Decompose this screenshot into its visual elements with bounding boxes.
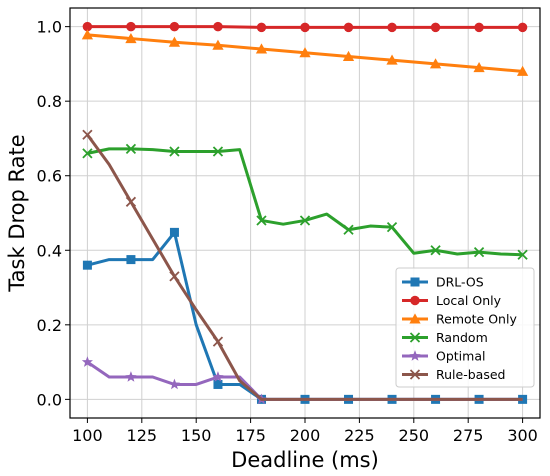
data-point (169, 271, 180, 282)
data-point (517, 249, 528, 260)
data-point (430, 22, 441, 33)
x-axis-title: Deadline (ms) (231, 448, 379, 472)
y-axis-title: Task Drop Rate (5, 134, 29, 292)
legend-item: Local Only (402, 293, 502, 308)
data-point (473, 246, 485, 258)
data-point (212, 146, 224, 157)
y-tick-label: 0.4 (37, 241, 62, 260)
data-point (343, 22, 354, 33)
data-point (126, 21, 136, 32)
series-rule-based (82, 129, 523, 401)
x-tick-label: 275 (453, 426, 484, 445)
grid (70, 8, 540, 418)
legend-item: Rule-based (402, 367, 505, 382)
x-tick-label: 175 (235, 426, 266, 445)
data-point (169, 227, 179, 237)
x-tick-label: 200 (290, 426, 321, 445)
data-point (82, 21, 93, 32)
data-point (169, 21, 180, 32)
data-point (82, 129, 93, 140)
y-tick-label: 0.2 (37, 316, 62, 335)
legend-item: Remote Only (402, 312, 517, 327)
data-point (473, 62, 485, 73)
y-tick-label: 0.0 (37, 390, 62, 409)
legend-swatch-marker (409, 332, 421, 343)
legend-label: Local Only (436, 293, 502, 308)
data-point (213, 21, 223, 32)
data-point (342, 50, 355, 61)
data-point (516, 65, 529, 76)
data-point (256, 215, 267, 226)
ticks: 100 125 150 175 200 225 250 275 300 0.0 0.2 0.4 0.6 0… (37, 18, 538, 445)
legend-label: Random (436, 330, 488, 345)
legend-item: Random (402, 330, 488, 345)
data-point (169, 146, 180, 157)
x-tick-label: 250 (399, 426, 430, 445)
x-tick-label: 300 (507, 426, 538, 445)
series-line (86, 133, 523, 401)
legend-swatch-marker (410, 295, 420, 306)
series-remote-only (81, 29, 529, 76)
legend-swatch-marker (409, 369, 421, 380)
data-point (429, 58, 442, 69)
x-tick-label: 225 (344, 426, 375, 445)
data-point (125, 32, 137, 44)
data-point (126, 255, 136, 265)
data-point (212, 336, 224, 347)
series-layer (81, 21, 529, 405)
data-point (82, 260, 92, 270)
data-point (518, 394, 528, 404)
data-point (125, 196, 137, 207)
data-point (212, 371, 224, 382)
data-point (82, 148, 93, 159)
data-point (255, 43, 268, 54)
data-point (387, 22, 397, 33)
series-local-only (82, 21, 528, 33)
data-point (386, 222, 398, 233)
series-random (82, 143, 528, 260)
data-point (81, 29, 94, 40)
y-tick-label: 1.0 (37, 18, 62, 37)
legend-swatch-marker (409, 313, 421, 324)
legend-item: DRL-OS (402, 275, 484, 290)
legend-label: DRL-OS (436, 275, 484, 290)
data-point (213, 379, 223, 389)
data-point (430, 245, 441, 256)
data-point (386, 54, 398, 65)
data-point (299, 47, 311, 58)
legend-item: Optimal (402, 349, 485, 364)
data-point (168, 378, 181, 390)
legend-label: Optimal (436, 349, 485, 364)
data-point (343, 224, 354, 235)
x-tick-label: 150 (181, 426, 212, 445)
y-tick-label: 0.6 (37, 167, 62, 186)
data-point (168, 36, 181, 47)
legend-label: Remote Only (436, 312, 517, 327)
legend-label: Rule-based (436, 367, 505, 382)
data-point (474, 22, 484, 33)
x-tick-label: 125 (127, 426, 158, 445)
legend: DRL-OS Local Only Remote Only Random Optimal… (395, 267, 535, 388)
data-point (212, 39, 224, 50)
data-point (256, 22, 267, 33)
data-point (300, 22, 310, 33)
legend-swatch-marker (410, 277, 420, 287)
x-tick-label: 100 (72, 426, 103, 445)
legend-swatch-marker (409, 350, 421, 361)
y-tick-label: 0.8 (37, 92, 62, 111)
data-point (81, 356, 93, 367)
data-point (517, 22, 528, 33)
data-point (299, 215, 311, 226)
legend-box (395, 267, 535, 388)
data-point (125, 143, 137, 155)
data-point (125, 371, 137, 382)
